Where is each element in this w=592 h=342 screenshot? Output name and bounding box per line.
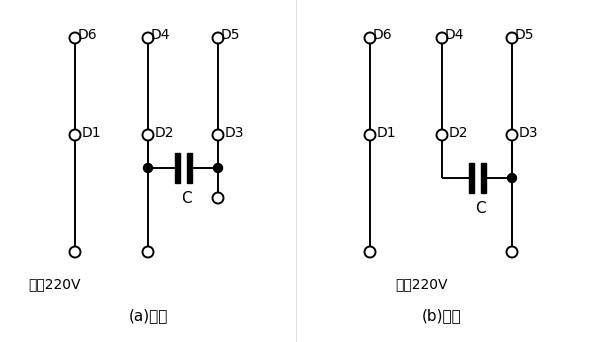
Text: (a)正转: (a)正转 <box>128 308 168 323</box>
Circle shape <box>143 247 153 258</box>
Text: D2: D2 <box>155 126 175 140</box>
Circle shape <box>507 247 517 258</box>
Circle shape <box>214 163 223 172</box>
Text: 接～220V: 接～220V <box>28 277 81 291</box>
Circle shape <box>507 173 516 183</box>
Circle shape <box>143 130 153 141</box>
Text: D5: D5 <box>221 28 240 42</box>
Text: 接～220V: 接～220V <box>395 277 448 291</box>
Circle shape <box>213 32 224 43</box>
Bar <box>481 163 485 193</box>
Circle shape <box>365 32 375 43</box>
Circle shape <box>507 130 517 141</box>
Circle shape <box>213 193 224 203</box>
Text: D3: D3 <box>519 126 539 140</box>
Circle shape <box>143 163 153 172</box>
Text: C: C <box>475 201 485 216</box>
Circle shape <box>365 247 375 258</box>
Text: D2: D2 <box>449 126 468 140</box>
Circle shape <box>365 130 375 141</box>
Circle shape <box>69 247 81 258</box>
Text: D1: D1 <box>377 126 397 140</box>
Circle shape <box>507 32 517 43</box>
Bar <box>175 153 179 183</box>
Circle shape <box>436 32 448 43</box>
Text: D5: D5 <box>515 28 535 42</box>
Text: D1: D1 <box>82 126 102 140</box>
Circle shape <box>143 32 153 43</box>
Text: D4: D4 <box>445 28 465 42</box>
Circle shape <box>213 130 224 141</box>
Circle shape <box>69 32 81 43</box>
Text: D6: D6 <box>373 28 392 42</box>
Circle shape <box>436 130 448 141</box>
Circle shape <box>69 130 81 141</box>
Text: D3: D3 <box>225 126 244 140</box>
Bar <box>468 163 474 193</box>
Text: C: C <box>181 191 191 206</box>
Text: (b)反转: (b)反转 <box>422 308 462 323</box>
Text: D6: D6 <box>78 28 98 42</box>
Bar <box>186 153 191 183</box>
Text: D4: D4 <box>151 28 170 42</box>
